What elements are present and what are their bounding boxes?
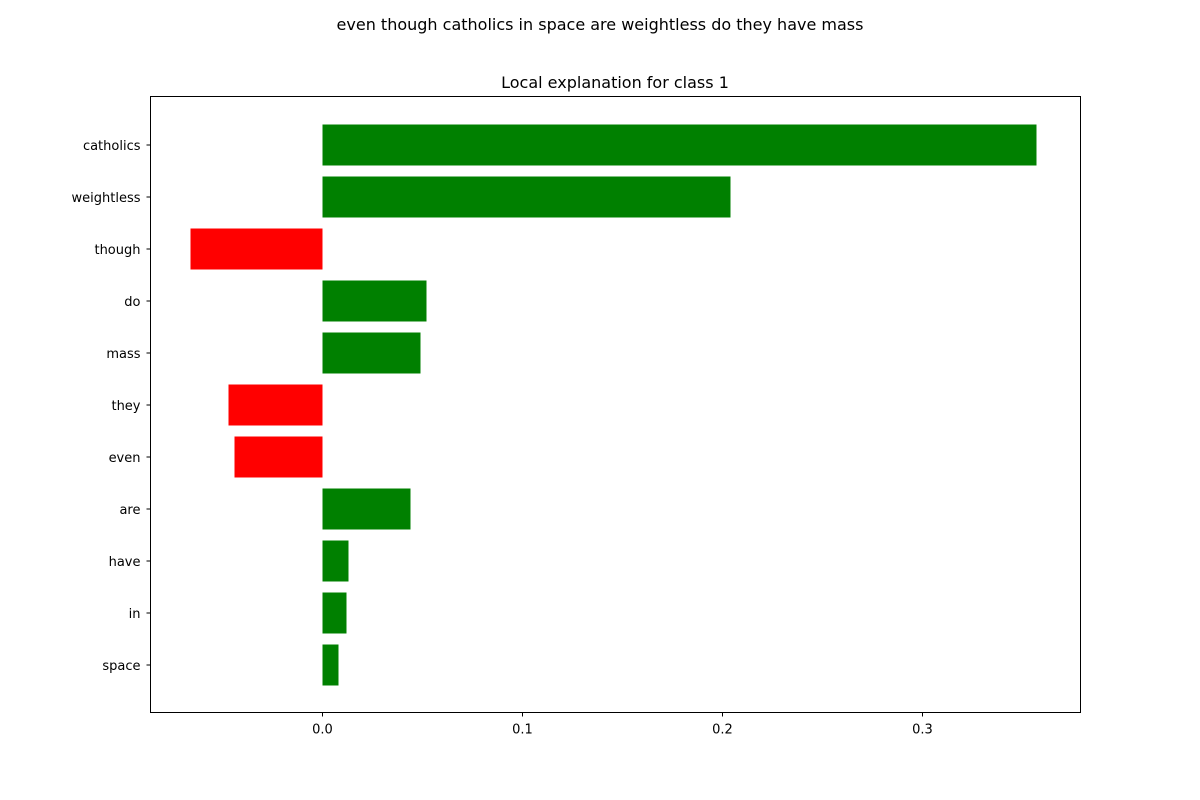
x-axis: 0.0 0.1 0.2 0.3 bbox=[312, 712, 933, 738]
bar-in bbox=[322, 592, 347, 634]
y-tick-label: they bbox=[111, 399, 140, 414]
x-tick-label: 0.3 bbox=[912, 723, 933, 738]
bar-though bbox=[190, 228, 323, 270]
bar-are bbox=[322, 488, 411, 530]
bar-mass bbox=[322, 332, 421, 374]
bar-do bbox=[322, 280, 427, 322]
bar-even bbox=[234, 436, 323, 478]
y-tick-label: catholics bbox=[83, 139, 141, 154]
y-tick-label: though bbox=[94, 243, 140, 258]
bar-have bbox=[322, 540, 349, 582]
y-tick-label: have bbox=[109, 555, 141, 570]
chart-title: Local explanation for class 1 bbox=[501, 73, 729, 92]
bar-they bbox=[228, 384, 323, 426]
y-tick-label: weightless bbox=[72, 191, 141, 206]
y-tick-label: are bbox=[119, 503, 140, 518]
y-tick-label: in bbox=[129, 607, 141, 622]
plot-frame bbox=[150, 96, 1081, 713]
x-tick-label: 0.1 bbox=[512, 723, 533, 738]
bar-catholics bbox=[322, 124, 1037, 166]
bar-space bbox=[322, 644, 339, 686]
y-axis: catholics weightless though do mass they even a… bbox=[72, 139, 151, 674]
y-tick-label: even bbox=[109, 451, 141, 466]
x-tick-label: 0.2 bbox=[712, 723, 733, 738]
bar-group bbox=[190, 124, 1037, 686]
y-tick-label: mass bbox=[106, 347, 140, 362]
x-tick-label: 0.0 bbox=[312, 723, 333, 738]
bar-weightless bbox=[322, 176, 731, 218]
y-tick-label: do bbox=[124, 295, 140, 310]
y-tick-label: space bbox=[102, 659, 140, 674]
chart-suptitle: even though catholics in space are weigh… bbox=[337, 15, 864, 34]
